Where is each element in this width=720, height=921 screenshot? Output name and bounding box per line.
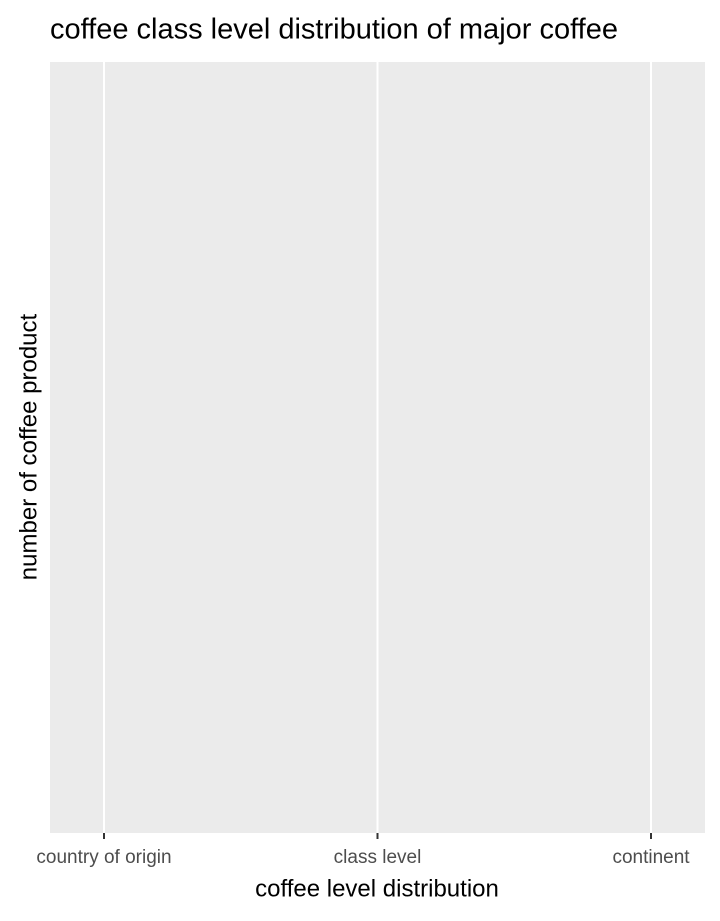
x-tick-label: country of origin <box>36 847 171 868</box>
y-axis-title: number of coffee product <box>15 313 42 580</box>
x-tick-label: continent <box>612 847 690 868</box>
x-axis-title: coffee level distribution <box>255 875 499 902</box>
chart-title: coffee class level distribution of major… <box>50 14 618 46</box>
x-tick-label: class level <box>334 847 422 868</box>
